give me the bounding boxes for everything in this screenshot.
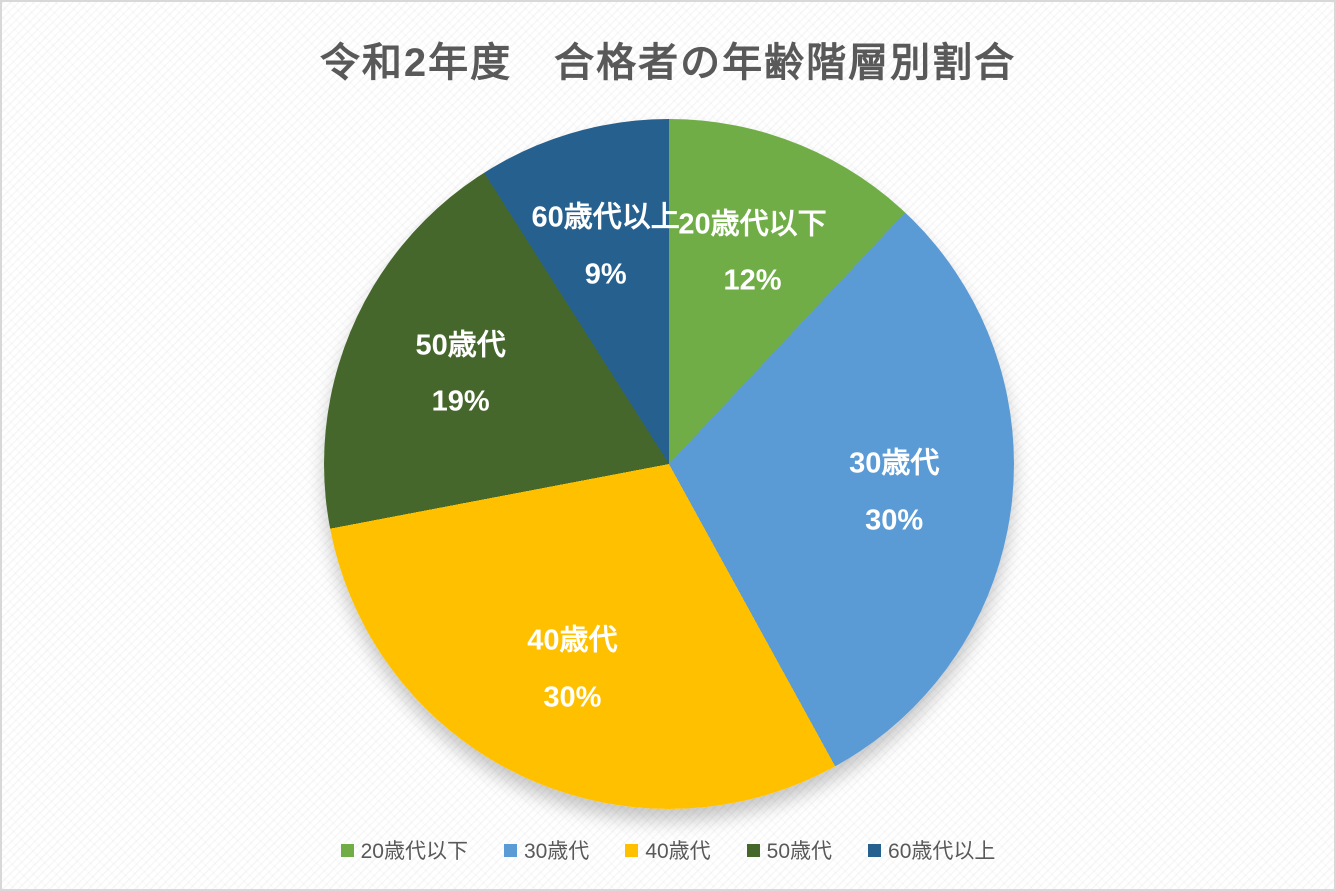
pie-slice-label: 30歳代 30% — [849, 436, 939, 549]
legend: 20歳代以下 30歳代 40歳代 50歳代 60歳代以上 — [2, 835, 1334, 865]
legend-label: 50歳代 — [766, 840, 833, 863]
pie-slice-label: 60歳代以上 9% — [532, 189, 680, 302]
slice-category: 60歳代以上 — [531, 201, 680, 234]
slice-value: 19% — [431, 385, 490, 418]
legend-item: 60歳代以上 — [868, 835, 995, 865]
legend-swatch-icon — [746, 843, 760, 857]
slice-category: 40歳代 — [527, 624, 618, 657]
slice-category: 30歳代 — [849, 447, 940, 480]
legend-swatch-icon — [503, 843, 517, 857]
pie-slice-label: 40歳代 30% — [527, 613, 617, 726]
chart-title: 令和2年度 合格者の年齢階層別割合 — [319, 41, 1017, 85]
legend-label: 60歳代以上 — [888, 840, 996, 863]
slice-value: 30% — [865, 504, 924, 537]
legend-swatch-icon — [340, 843, 354, 857]
pie-slice-label: 50歳代 19% — [416, 317, 506, 430]
legend-item: 40歳代 — [625, 835, 711, 865]
legend-label: 20歳代以下 — [360, 840, 468, 863]
pie-slice-label: 20歳代以下 12% — [678, 196, 826, 309]
slice-category: 50歳代 — [415, 329, 506, 362]
pie-chart: 20歳代以下 12% 30歳代 30% 40歳代 30% 50歳代 19% 60歳代以上 9% — [324, 119, 1014, 809]
pie-circle — [324, 119, 1014, 809]
slice-category: 20歳代以下 — [678, 208, 827, 241]
slice-value: 30% — [543, 681, 602, 714]
legend-item: 50歳代 — [746, 835, 833, 865]
legend-swatch-icon — [625, 843, 639, 857]
slice-value: 12% — [723, 264, 782, 297]
legend-label: 40歳代 — [645, 840, 711, 863]
legend-swatch-icon — [868, 843, 882, 857]
slice-value: 9% — [584, 258, 627, 290]
legend-item: 20歳代以下 — [340, 835, 468, 865]
legend-label: 30歳代 — [523, 840, 590, 863]
legend-item: 30歳代 — [503, 835, 590, 865]
